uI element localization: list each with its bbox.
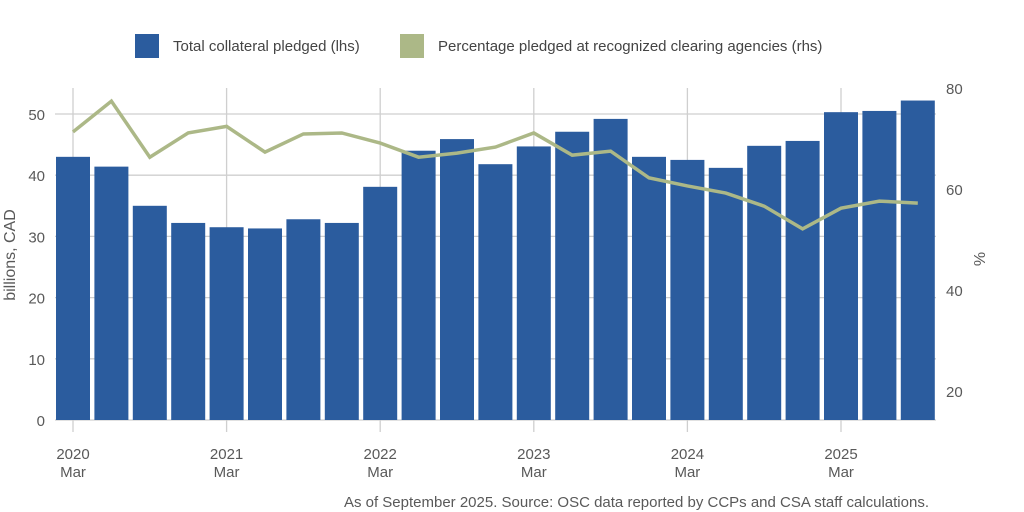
bar [593,118,628,420]
x-tick-label-year: 2021 [210,446,243,463]
bar [401,150,436,420]
y-left-tick-label: 20 [28,291,45,308]
legend: Total collateral pledged (lhs) Percentag… [135,34,822,58]
bar [670,159,705,420]
bar [94,166,129,420]
legend-label-collateral: Total collateral pledged (lhs) [173,38,360,55]
y-axis-right: 20 40 60 80 [946,81,963,401]
x-tick-label-year: 2025 [824,446,857,463]
bar [440,139,474,421]
y-left-tick-label: 0 [37,413,45,430]
footer-source-note: As of September 2025. Source: OSC data r… [344,494,929,511]
x-tick-label-year: 2020 [56,446,89,463]
x-tick-label-month: Mar [521,464,547,481]
bar [632,156,666,420]
x-tick-label-month: Mar [674,464,700,481]
y-right-tick-label: 20 [946,384,963,401]
x-tick-label-month: Mar [828,464,854,481]
y-axis-left-title: billions, CAD [2,209,19,301]
x-tick-label-month: Mar [214,464,240,481]
bar [900,100,935,420]
bar [478,164,513,420]
y-axis-left: 0 10 20 30 40 50 [28,107,45,430]
y-axis-right-title: % [972,252,989,266]
x-tick-label-month: Mar [367,464,393,481]
y-left-tick-label: 30 [28,229,45,246]
bar-series [56,100,935,421]
bar [708,167,743,420]
y-left-tick-label: 50 [28,107,45,124]
bar [785,140,820,421]
bar [824,112,858,420]
bar [248,228,282,420]
bar [363,186,398,420]
bar [747,145,782,420]
legend-swatch-percentage [400,34,424,58]
x-tick-label-month: Mar [60,464,86,481]
x-tick-label-year: 2023 [517,446,550,463]
bar [171,222,206,420]
x-tick-label-year: 2022 [364,446,397,463]
y-right-tick-label: 60 [946,182,963,199]
bar [555,131,590,421]
bar [324,222,359,420]
y-left-tick-label: 10 [28,352,45,369]
bar [286,219,321,420]
y-left-tick-label: 40 [28,168,45,185]
legend-swatch-collateral [135,34,159,58]
y-right-tick-label: 40 [946,283,963,300]
bar [862,110,897,420]
y-right-tick-label: 80 [946,81,963,98]
bar [132,205,167,420]
x-axis: 2020Mar2021Mar2022Mar2023Mar2024Mar2025M… [56,446,857,481]
bar [56,156,90,420]
bar [516,146,551,420]
legend-label-percentage: Percentage pledged at recognized clearin… [438,38,822,55]
line-series [71,98,918,231]
bar [209,227,244,420]
x-tick-label-year: 2024 [671,446,704,463]
